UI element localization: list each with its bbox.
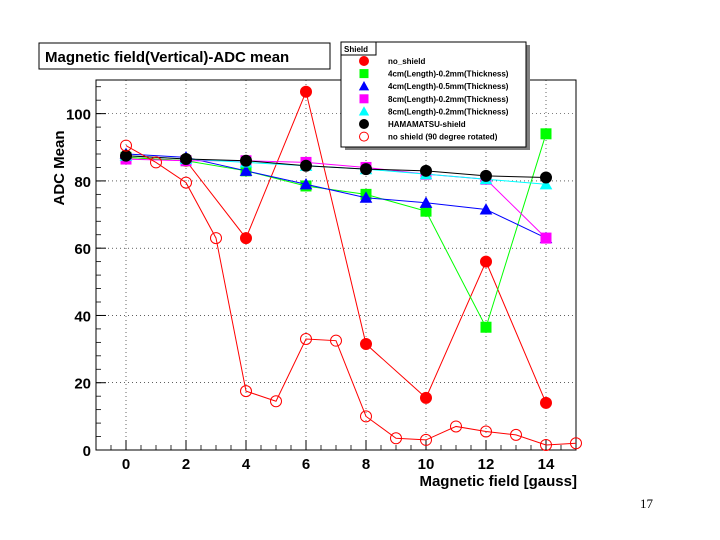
y-tick-label: 60 bbox=[74, 241, 91, 258]
series-line bbox=[125, 145, 577, 446]
data-point bbox=[270, 395, 282, 408]
series-7 bbox=[120, 139, 582, 451]
x-tick-label: 4 bbox=[242, 456, 251, 473]
data-point bbox=[180, 153, 192, 166]
legend-marker bbox=[359, 94, 369, 104]
data-point bbox=[570, 437, 582, 450]
data-point bbox=[480, 425, 492, 438]
legend-marker bbox=[359, 56, 369, 66]
data-point bbox=[540, 396, 552, 409]
legend-entry: 4cm(Length)-0.2mm(Thickness) bbox=[359, 69, 509, 79]
data-point bbox=[300, 85, 312, 98]
legend-label: HAMAMATSU-shield bbox=[388, 120, 466, 129]
data-point bbox=[180, 176, 192, 189]
title-box bbox=[38, 42, 331, 70]
data-point bbox=[360, 410, 372, 423]
x-tick-label: 10 bbox=[418, 456, 435, 473]
data-point bbox=[420, 391, 432, 404]
data-point bbox=[420, 164, 432, 177]
legend-label: 8cm(Length)-0.2mm(Thickness) bbox=[388, 107, 509, 116]
series-line bbox=[125, 90, 547, 404]
data-point bbox=[540, 438, 552, 451]
series-layer bbox=[119, 85, 582, 451]
x-tick-label: 14 bbox=[538, 456, 555, 473]
data-point bbox=[450, 420, 462, 433]
data-point bbox=[540, 171, 552, 184]
data-point bbox=[540, 128, 552, 140]
data-point bbox=[540, 232, 552, 244]
legend-marker bbox=[358, 106, 370, 116]
x-tick-label: 8 bbox=[362, 456, 370, 473]
data-point bbox=[240, 232, 252, 245]
data-point bbox=[239, 164, 253, 176]
y-tick-label: 100 bbox=[66, 107, 91, 124]
legend-entries: no_shield 4cm(Length)-0.2mm(Thickness) 4cm… bbox=[358, 56, 509, 142]
data-point bbox=[539, 177, 553, 190]
legend-entry: 8cm(Length)-0.2mm(Thickness) bbox=[359, 94, 509, 104]
data-point bbox=[300, 333, 312, 345]
legend-title: Shield bbox=[344, 45, 368, 54]
y-tick-label: 0 bbox=[83, 443, 91, 460]
data-point bbox=[360, 338, 372, 351]
legend-title-box bbox=[340, 41, 377, 56]
x-axis-label: Magnetic field [gauss] bbox=[419, 473, 577, 490]
legend-entry: no shield (90 degree rotated) bbox=[359, 131, 498, 142]
data-point bbox=[330, 334, 342, 347]
legend-entry: 8cm(Length)-0.2mm(Thickness) bbox=[358, 106, 509, 116]
data-point bbox=[299, 177, 313, 190]
legend-label: no_shield bbox=[388, 57, 425, 66]
data-point bbox=[120, 139, 132, 152]
axis-ticks bbox=[95, 86, 577, 451]
data-point bbox=[360, 163, 372, 176]
data-point bbox=[420, 205, 432, 217]
legend-entry: 4cm(Length)-0.5mm(Thickness) bbox=[358, 81, 509, 91]
data-point bbox=[240, 154, 252, 167]
y-tick-label: 80 bbox=[74, 174, 91, 191]
y-tick-label: 40 bbox=[74, 308, 91, 325]
data-point bbox=[480, 169, 492, 182]
data-point bbox=[419, 196, 433, 208]
page-number: 17 bbox=[640, 496, 653, 511]
data-point bbox=[300, 159, 312, 172]
chart-title: Magnetic field(Vertical)-ADC mean bbox=[45, 49, 289, 66]
x-tick-label: 0 bbox=[122, 456, 130, 473]
data-point bbox=[210, 232, 222, 245]
legend-entry: HAMAMATSU-shield bbox=[359, 119, 466, 129]
legend-label: 4cm(Length)-0.5mm(Thickness) bbox=[388, 82, 509, 91]
data-point bbox=[479, 203, 493, 215]
y-tick-labels: 0 20 40 60 80 100 bbox=[66, 107, 91, 460]
data-point bbox=[240, 385, 252, 398]
data-point bbox=[390, 432, 402, 445]
legend-label: no shield (90 degree rotated) bbox=[388, 133, 498, 142]
legend-entry: no_shield bbox=[359, 56, 425, 66]
data-point bbox=[480, 321, 492, 333]
legend-marker bbox=[358, 81, 370, 91]
x-tick-label: 6 bbox=[302, 456, 310, 473]
data-point bbox=[480, 255, 492, 268]
data-point bbox=[150, 156, 162, 169]
legend-label: 4cm(Length)-0.2mm(Thickness) bbox=[388, 70, 509, 79]
y-axis-label: ADC Mean bbox=[51, 130, 68, 205]
legend-marker bbox=[359, 119, 369, 129]
legend-marker bbox=[359, 131, 369, 142]
legend-box bbox=[340, 41, 527, 148]
data-point bbox=[359, 191, 373, 203]
data-point bbox=[420, 433, 432, 446]
data-point bbox=[120, 149, 132, 162]
data-point bbox=[510, 428, 522, 441]
x-tick-label: 12 bbox=[478, 456, 495, 473]
legend-label: 8cm(Length)-0.2mm(Thickness) bbox=[388, 95, 509, 104]
series-6 bbox=[120, 149, 552, 184]
y-tick-label: 20 bbox=[74, 376, 91, 393]
legend-marker bbox=[359, 69, 369, 79]
series-line bbox=[125, 133, 547, 329]
series-line bbox=[125, 155, 547, 179]
x-tick-label: 2 bbox=[182, 456, 190, 473]
grid bbox=[96, 80, 576, 451]
x-tick-labels: 0 2 4 6 8 10 12 14 bbox=[122, 456, 555, 473]
